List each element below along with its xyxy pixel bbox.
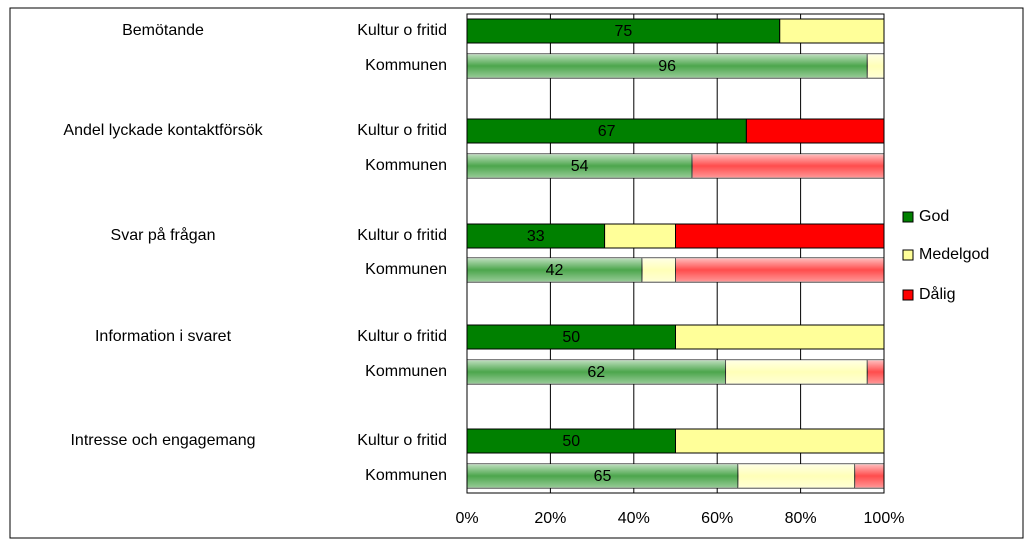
x-tick-label: 100% bbox=[864, 510, 905, 527]
bar-shine bbox=[467, 360, 726, 384]
x-tick-label: 20% bbox=[534, 510, 566, 527]
legend-swatch bbox=[902, 249, 914, 261]
bar bbox=[604, 223, 676, 249]
bar-shine bbox=[725, 360, 868, 384]
row-label: Kultur o fritid bbox=[357, 22, 447, 39]
group-label: Information i svaret bbox=[95, 328, 232, 345]
bar bbox=[466, 118, 747, 144]
data-label: 75 bbox=[614, 23, 632, 40]
data-label: 42 bbox=[546, 262, 564, 279]
data-label: 50 bbox=[562, 329, 580, 346]
data-label: 65 bbox=[594, 468, 612, 485]
legend-label: God bbox=[919, 208, 949, 225]
row-label: Kommunen bbox=[365, 261, 447, 278]
bar-shine bbox=[467, 154, 693, 178]
bar-shine bbox=[467, 464, 739, 488]
data-label: 96 bbox=[658, 58, 676, 75]
row-label: Kultur o fritid bbox=[357, 122, 447, 139]
plot-border bbox=[466, 13, 885, 494]
row-label: Kommunen bbox=[365, 57, 447, 74]
row-label: Kultur o fritid bbox=[357, 227, 447, 244]
group-label: Intresse och engagemang bbox=[70, 432, 255, 449]
data-label: 67 bbox=[598, 123, 616, 140]
bar bbox=[466, 428, 676, 454]
x-tick-label: 80% bbox=[785, 510, 817, 527]
x-tick-label: 60% bbox=[701, 510, 733, 527]
legend-swatch bbox=[902, 211, 914, 223]
plot-area bbox=[467, 14, 884, 493]
legend-label: Dålig bbox=[919, 285, 955, 303]
bar bbox=[779, 18, 885, 44]
group-label: Svar på frågan bbox=[111, 226, 216, 244]
bar bbox=[466, 18, 781, 44]
bar bbox=[466, 324, 676, 350]
bar-shine bbox=[467, 258, 643, 282]
bar bbox=[675, 428, 885, 454]
row-label: Kommunen bbox=[365, 363, 447, 380]
frame bbox=[9, 7, 1024, 539]
data-label: 33 bbox=[527, 228, 545, 245]
bar-shine bbox=[867, 360, 884, 384]
bar-shine bbox=[854, 464, 884, 488]
bar bbox=[745, 118, 885, 144]
legend-swatch bbox=[902, 289, 914, 301]
bar-shine bbox=[867, 54, 884, 78]
bar-shine bbox=[738, 464, 855, 488]
group-label: Bemötande bbox=[122, 22, 204, 39]
data-label: 62 bbox=[587, 364, 605, 381]
bar-shine bbox=[675, 258, 884, 282]
group-label: Andel lyckade kontaktförsök bbox=[63, 122, 263, 139]
data-label: 54 bbox=[571, 158, 589, 175]
bar bbox=[675, 324, 885, 350]
data-label: 50 bbox=[562, 433, 580, 450]
bar bbox=[675, 223, 885, 249]
bar-shine bbox=[642, 258, 676, 282]
legend-label: Medelgod bbox=[919, 246, 989, 263]
row-label: Kommunen bbox=[365, 467, 447, 484]
row-label: Kultur o fritid bbox=[357, 328, 447, 345]
bar-shine bbox=[467, 54, 868, 78]
x-tick-label: 40% bbox=[618, 510, 650, 527]
row-label: Kultur o fritid bbox=[357, 432, 447, 449]
x-tick-label: 0% bbox=[455, 510, 478, 527]
bar-shine bbox=[692, 154, 884, 178]
row-label: Kommunen bbox=[365, 157, 447, 174]
